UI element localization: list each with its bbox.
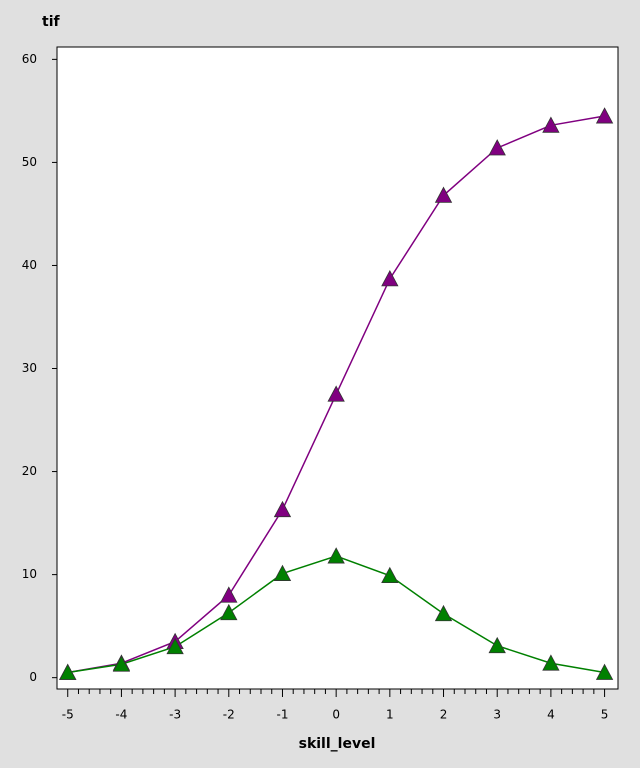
- x-tick-label: 5: [601, 708, 609, 722]
- y-tick-label: 0: [29, 670, 37, 684]
- marker: [381, 566, 399, 584]
- marker: [542, 116, 560, 133]
- marker: [488, 139, 506, 156]
- marker: [220, 603, 238, 621]
- x-tick-label: -1: [276, 708, 288, 722]
- marker: [434, 186, 453, 203]
- y-tick-label: 60: [22, 52, 37, 66]
- x-tick-label: -5: [62, 708, 74, 722]
- marker: [434, 604, 453, 622]
- marker: [273, 564, 292, 581]
- y-tick-label: 50: [22, 155, 37, 169]
- marker: [220, 586, 238, 603]
- y-tick-label: 30: [22, 361, 37, 375]
- x-tick-label: 3: [493, 708, 501, 722]
- x-tick-label: 2: [440, 708, 448, 722]
- marker: [595, 107, 614, 124]
- y-tick-label: 40: [22, 258, 37, 272]
- marker: [327, 547, 345, 564]
- marker: [59, 663, 77, 680]
- y-tick-label: 10: [22, 567, 37, 581]
- marker: [595, 663, 614, 680]
- x-tick-label: -3: [169, 708, 181, 722]
- x-tick-label: 4: [547, 708, 555, 722]
- marker: [542, 654, 560, 671]
- marker: [273, 500, 292, 518]
- y-axis-label: tif: [42, 14, 60, 30]
- y-tick-label: 20: [22, 464, 37, 478]
- x-tick-label: -4: [115, 708, 127, 722]
- x-axis-label: skill_level: [299, 736, 376, 752]
- marker: [166, 637, 184, 655]
- marker: [381, 270, 399, 287]
- marker: [112, 655, 131, 672]
- marker: [488, 636, 506, 654]
- plot-area: [56, 46, 619, 690]
- x-tick-label: 1: [386, 708, 394, 722]
- x-tick-label: 0: [332, 708, 340, 722]
- x-tick-label: -2: [223, 708, 235, 722]
- marker: [327, 385, 345, 402]
